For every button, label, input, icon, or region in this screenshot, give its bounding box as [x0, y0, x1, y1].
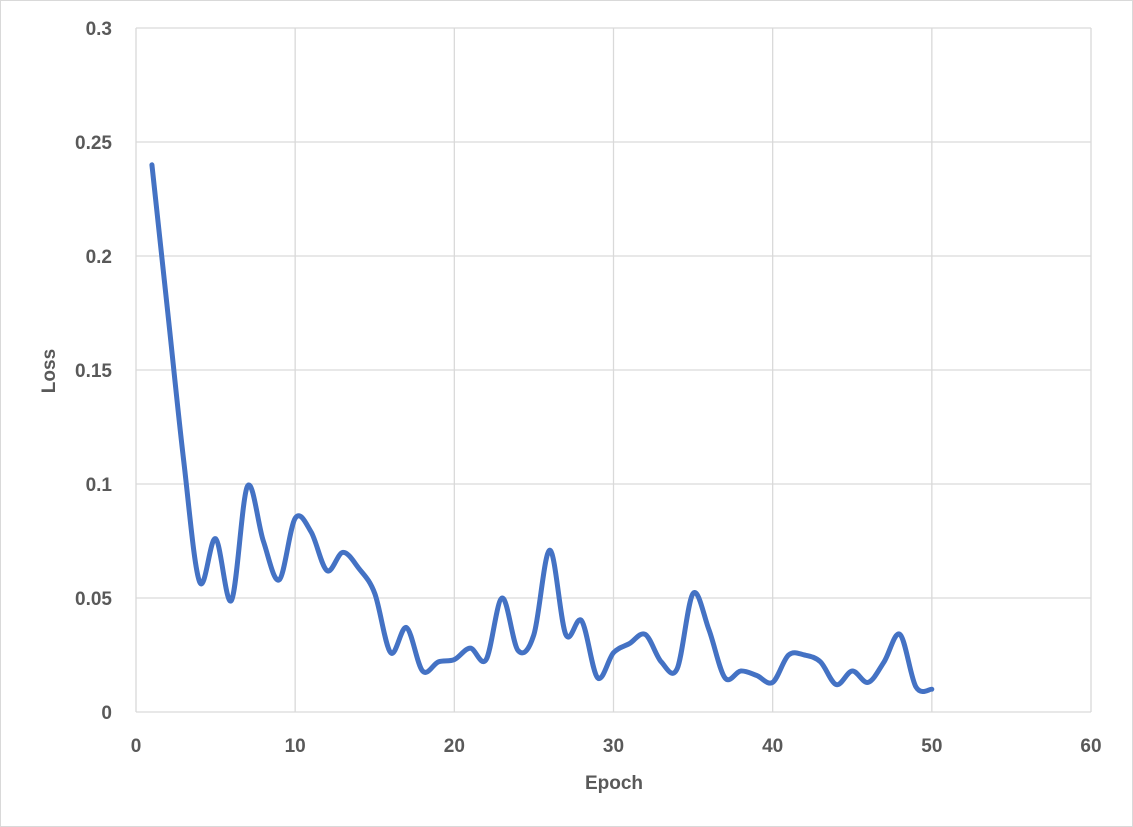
- x-tick-label: 60: [1080, 736, 1101, 757]
- x-tick-label: 0: [131, 736, 142, 757]
- x-axis-title: Epoch: [585, 773, 643, 794]
- y-tick-label: 0: [101, 703, 112, 724]
- horizontal-gridlines: [136, 27, 1091, 713]
- loss-series-line: [149, 162, 935, 695]
- y-tick-labels: 0 0.05 0.1 0.15 0.2 0.25 0.3: [75, 19, 112, 724]
- y-tick-label: 0.1: [86, 475, 113, 496]
- y-tick-label: 0.3: [86, 19, 112, 40]
- x-tick-label: 50: [921, 736, 942, 757]
- x-tick-labels: 0 10 20 30 40 50 60: [131, 736, 1102, 757]
- series-group: [149, 162, 935, 695]
- x-tick-label: 20: [444, 736, 465, 757]
- y-tick-label: 0.05: [75, 589, 112, 610]
- x-tick-label: 40: [762, 736, 783, 757]
- x-tick-label: 30: [603, 736, 624, 757]
- y-tick-label: 0.25: [75, 133, 112, 154]
- y-axis-title: Loss: [39, 349, 60, 393]
- x-tick-label: 10: [285, 736, 306, 757]
- y-tick-label: 0.15: [75, 361, 112, 382]
- y-tick-label: 0.2: [86, 247, 112, 268]
